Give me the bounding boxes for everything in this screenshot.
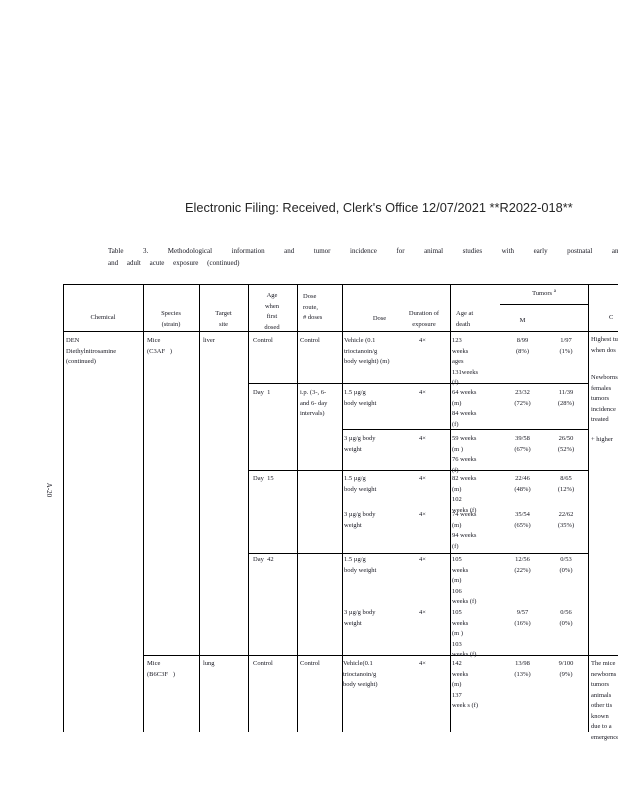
cell-r6-age: Day 42 — [253, 556, 274, 563]
cell-r2-tumors-f: 11/39 (28%) — [557, 389, 575, 407]
table-gridline-agedeath — [450, 284, 451, 732]
row-separator-day1 — [248, 383, 588, 384]
cell-r5-tumors-m: 35/54 (65%) — [514, 511, 531, 529]
cell-r5-dose: 3 µg/g body weight — [344, 511, 376, 529]
cell-r1-tumors-m: 8/99 (8%) — [516, 337, 529, 355]
col-header-chemical: Chemical — [90, 314, 116, 321]
cell-r1-duration: 4× — [419, 337, 426, 344]
cell-r4-age-death: 82 weeks (m) 102 weeks (f) — [452, 475, 477, 514]
cell-r2-age-death: 64 weeks (m) 84 weeks (f) — [452, 389, 477, 428]
cell-r7-duration: 4× — [419, 609, 426, 616]
table-border-left — [63, 284, 64, 732]
cell-r2-age: Day 1 — [253, 389, 271, 396]
table-gridline-comments — [588, 284, 589, 732]
cell-r8-age: Control — [253, 660, 273, 667]
cell-g1-comments-3: + higher — [591, 436, 613, 443]
cell-r7-dose: 3 µg/g body weight — [344, 609, 376, 627]
tumors-footnote-marker: a — [553, 289, 556, 294]
cell-r8-dose: Vehicle(0.1 trioctanoin/g body weight) — [343, 660, 378, 689]
cell-g1-comments-1: Highest tu when dos — [591, 336, 618, 354]
cell-r6-dose: 1.5 µg/g body weight — [344, 556, 377, 574]
col-header-dose: Dose — [372, 315, 387, 322]
cell-g1-comments-2: Newborns females tumors incidence treate… — [591, 374, 618, 424]
cell-r1-age: Control — [253, 337, 273, 344]
cell-r3-tumors-m: 39/58 (67%) — [514, 435, 531, 453]
cell-r2-tumors-m: 23/32 (72%) — [514, 389, 531, 407]
row-separator-lung — [143, 655, 618, 656]
cell-r7-age-death: 105 weeks (m ) 103 weeks (f) — [452, 609, 477, 659]
cell-r7-tumors-f: 0/56 (0%) — [559, 609, 573, 627]
cell-r5-tumors-f: 22/62 (35%) — [557, 511, 575, 529]
cell-r3-age-death: 59 weeks (m ) 76 weeks (f) — [452, 435, 477, 474]
cell-r4-tumors-m: 22/46 (48%) — [514, 475, 531, 493]
col-header-dose-route: Dose route, # doses — [303, 293, 323, 322]
col-header-species: Species (strain) — [161, 310, 181, 328]
cell-r8-route: Control — [300, 660, 320, 667]
table-header-bottom-line — [63, 331, 618, 332]
col-header-tumors: Tumors a — [500, 288, 588, 300]
cell-r8-duration: 4× — [419, 660, 426, 667]
col-header-age-first-dosed: Age when first dosed — [264, 292, 280, 331]
row-separator-day1-dose2 — [342, 429, 588, 430]
tumors-underline — [500, 304, 588, 305]
cell-r8-tumors-f: 9/100 (9%) — [558, 660, 574, 678]
cell-g2-comments: The mice newborns tumors animals other t… — [591, 660, 618, 741]
row-separator-day15 — [248, 470, 588, 471]
cell-chemical: DEN Diethylnitrosamine (continued) — [66, 337, 117, 366]
table-gridline-route — [297, 284, 298, 732]
cell-species: Mice (C3AF ) — [147, 337, 173, 355]
cell-g2-species: Mice (B6C3F ) — [147, 660, 175, 678]
cell-g2-target-site: lung — [203, 660, 215, 667]
col-header-comments: C — [609, 314, 614, 321]
cell-r1-dose: Vehicle (0.1 trioctanoin/g body weight) … — [344, 337, 390, 366]
cell-r1-route: Control — [300, 337, 320, 344]
page-header: Electronic Filing: Received, Clerk's Off… — [185, 200, 573, 215]
col-header-age-at-death: Age at death — [456, 310, 474, 328]
cell-r6-tumors-f: 0/53 (0%) — [559, 556, 573, 574]
row-separator-day42 — [248, 553, 588, 554]
cell-r4-tumors-f: 8/65 (12%) — [557, 475, 575, 493]
table-gridline-agefirst — [248, 284, 249, 732]
cell-r3-tumors-f: 26/50 (52%) — [557, 435, 575, 453]
cell-r7-tumors-m: 9/57 (16%) — [514, 609, 531, 627]
table-title-line1: Table 3. Methodological information and … — [108, 247, 618, 255]
table-gridline-target — [199, 284, 200, 732]
cell-target-site: liver — [203, 337, 215, 344]
cell-r2-duration: 4× — [419, 389, 426, 396]
cell-r5-duration: 4× — [419, 511, 426, 518]
cell-r2-dose: 1.5 µg/g body weight — [344, 389, 377, 407]
cell-r6-duration: 4× — [419, 556, 426, 563]
cell-r4-duration: 4× — [419, 475, 426, 482]
col-header-duration: Duration of exposure — [408, 310, 440, 328]
cell-r1-tumors-f: 1/97 (1%) — [559, 337, 573, 355]
cell-r2-route: i.p. (3-, 6- and 6- day intervals) — [300, 389, 328, 418]
data-table: Chemical Species (strain) Target site Ag… — [63, 284, 618, 754]
cell-r8-tumors-m: 13/98 (13%) — [514, 660, 531, 678]
cell-r4-dose: 1.5 µg/g body weight — [344, 475, 377, 493]
col-header-target-site: Target site — [215, 310, 232, 328]
table-gridline-species — [143, 284, 144, 732]
cell-r3-duration: 4× — [419, 435, 426, 442]
cell-r3-dose: 3 µg/g body weight — [344, 435, 376, 453]
cell-r4-age: Day 15 — [253, 475, 274, 482]
cell-r6-tumors-m: 12/56 (22%) — [514, 556, 531, 574]
cell-r6-age-death: 105 weeks (m) 106 weeks (f) — [452, 556, 477, 606]
table-border-top — [63, 284, 618, 285]
table-title-line2: and adult acute exposure (continued) — [108, 259, 240, 267]
page-number-label: A-20 — [45, 482, 53, 498]
table-gridline-dose — [342, 284, 343, 732]
cell-r8-age-death: 142 weeks (m) 137 week s (f) — [452, 660, 478, 710]
cell-r5-age-death: 74 weeks (m) 94 weeks (f) — [452, 511, 477, 550]
cell-r1-age-death: 123 weeks ages 131weeks (f) — [452, 337, 478, 387]
col-header-tumors-m: M — [519, 317, 526, 324]
tumors-label: Tumors — [532, 290, 553, 298]
